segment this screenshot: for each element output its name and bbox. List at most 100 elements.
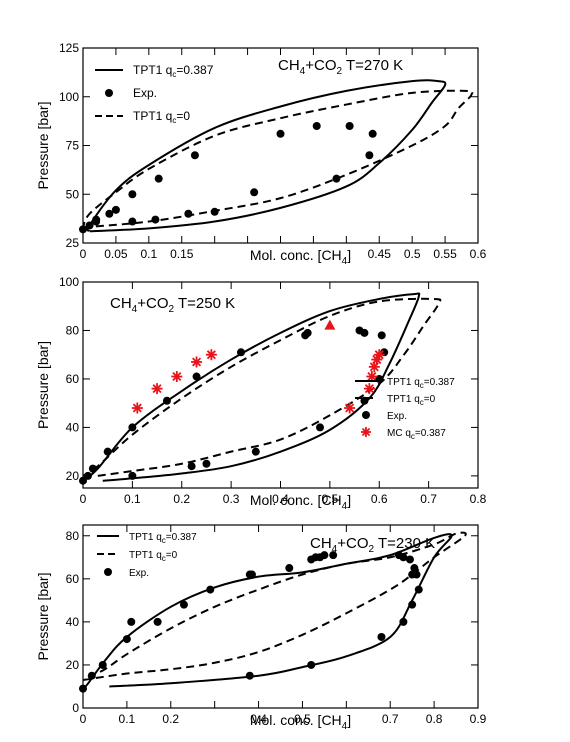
- exp-point: [377, 632, 386, 641]
- exp-point: [154, 174, 163, 183]
- exp-point: [399, 617, 408, 626]
- y-tick-label: 40: [66, 615, 80, 629]
- exp-point: [85, 221, 94, 230]
- y-tick-label: 60: [66, 372, 80, 386]
- x-tick-label: 0.1: [124, 492, 141, 506]
- y-tick-label: 20: [66, 469, 80, 483]
- chart-title: CH4+CO2 T=230 K: [310, 535, 435, 555]
- legend-label: TPT1 qc=0.387: [387, 377, 455, 390]
- exp-point: [83, 471, 92, 480]
- x-tick-label: 0.8: [426, 712, 443, 726]
- y-tick-label: 100: [59, 90, 79, 104]
- exp-point: [365, 151, 374, 160]
- exp-point: [251, 447, 260, 456]
- chart-panel-2: 0 0.1 0.2 0.3 0.4 0.5 0.6 0.7 0.8 20 40 60 80 100 Mol.…: [35, 275, 487, 512]
- exp-point: [105, 209, 114, 218]
- x-tick-label: 0.3: [223, 492, 240, 506]
- x-tick-label: 0.4: [272, 492, 289, 506]
- y-tick-label: 40: [66, 420, 80, 434]
- triangle-point: [324, 319, 336, 330]
- plot-frame: [82, 47, 479, 244]
- series-line-tpt1-qc-0387: [86, 79, 447, 233]
- exp-point: [79, 684, 87, 693]
- mc-point: [205, 349, 217, 361]
- exp-point: [312, 122, 321, 130]
- exp-point: [285, 564, 294, 573]
- series-line-tpt1-qc-0387: [83, 292, 421, 482]
- x-tick-label: 0.1: [140, 247, 157, 261]
- y-axis-label: Pressure [bar]: [35, 102, 51, 190]
- legend-swatch: [104, 568, 112, 576]
- x-tick-label: 0.2: [162, 712, 179, 726]
- exp-point: [190, 151, 199, 160]
- x-tick-label: 0.4: [250, 712, 267, 726]
- mc-point: [171, 371, 183, 383]
- exp-point: [316, 423, 324, 432]
- exp-point: [151, 215, 160, 224]
- y-tick-label: 20: [66, 658, 80, 672]
- series-line-tpt1-qc-0: [83, 297, 442, 477]
- y-tick-label: 0: [72, 701, 79, 715]
- y-axis-label: Pressure [bar]: [35, 573, 51, 661]
- y-tick-label: 100: [59, 275, 79, 289]
- x-tick-label: 0: [80, 712, 87, 726]
- exp-point: [247, 570, 256, 579]
- exp-point: [303, 328, 312, 337]
- x-tick-label: 0.5: [294, 712, 311, 726]
- chart-panel-3: 0 0.1 0.2 0.4 0.5 0.7 0.8 0.9 0 20 40 60 80 Mol. conc…: [35, 524, 487, 732]
- exp-point: [206, 585, 215, 594]
- exp-point: [237, 348, 245, 357]
- legend-label: TPT1 qc=0: [133, 109, 190, 125]
- exp-point: [128, 423, 137, 432]
- exp-point: [276, 129, 285, 138]
- x-axis-label: Mol. conc. [CH4]: [250, 247, 351, 267]
- legend: TPT1 qc=0.387 Exp. TPT1 qc=0: [95, 63, 214, 125]
- x-tick-label: 0.6: [470, 247, 487, 261]
- exp-point: [103, 447, 112, 456]
- chart-title: CH4+CO2 T=270 K: [278, 57, 403, 77]
- x-tick-label: 0.1: [119, 712, 136, 726]
- exp-point: [250, 188, 259, 197]
- x-tick-label: 0.7: [420, 492, 437, 506]
- chart-panel-1: 0 0.05 0.1 0.15 0.45 0.5 0.55 0.6 25 50 75 100 125 Mo…: [35, 41, 487, 267]
- x-tick-label: 0.8: [470, 492, 487, 506]
- legend-swatch: [361, 427, 371, 437]
- exp-point: [399, 553, 408, 562]
- x-tick-label: 0: [80, 492, 87, 506]
- series-line-tpt1-qc-0: [83, 89, 474, 229]
- exp-point: [332, 174, 341, 183]
- y-tick-label: 80: [66, 529, 80, 543]
- exp-point: [360, 328, 369, 337]
- mc-point: [363, 383, 375, 395]
- legend-swatch: [105, 89, 113, 97]
- exp-point: [368, 129, 377, 138]
- exp-point: [79, 225, 87, 234]
- y-tick-label: 50: [66, 187, 80, 201]
- x-tick-label: 0.7: [382, 712, 399, 726]
- x-tick-label: 0.5: [322, 492, 339, 506]
- legend-label: TPT1 qc=0: [387, 394, 436, 407]
- y-tick-label: 125: [59, 41, 79, 55]
- exp-point: [210, 207, 219, 216]
- exp-point: [128, 190, 137, 199]
- legend-label: TPT1 qc=0.387: [133, 63, 214, 79]
- legend-label: TPT1 qc=0.387: [129, 532, 197, 545]
- legend-label: MC qc=0.387: [387, 428, 446, 441]
- exp-point: [245, 671, 254, 680]
- exp-point: [111, 205, 120, 214]
- mc-point: [191, 356, 203, 368]
- exp-point: [307, 660, 316, 669]
- legend-swatch: [362, 411, 370, 419]
- legend-label: Exp.: [129, 568, 149, 579]
- x-tick-label: 0: [80, 247, 87, 261]
- exp-point: [98, 660, 107, 669]
- y-axis-label: Pressure [bar]: [35, 341, 51, 429]
- exp-point: [87, 671, 96, 680]
- series-line-tpt1-qc-0: [83, 531, 467, 682]
- mc-point: [373, 349, 385, 361]
- exp-point: [128, 471, 137, 480]
- exp-point: [410, 564, 419, 573]
- legend-label: TPT1 qc=0: [129, 550, 178, 563]
- exp-point: [184, 209, 193, 218]
